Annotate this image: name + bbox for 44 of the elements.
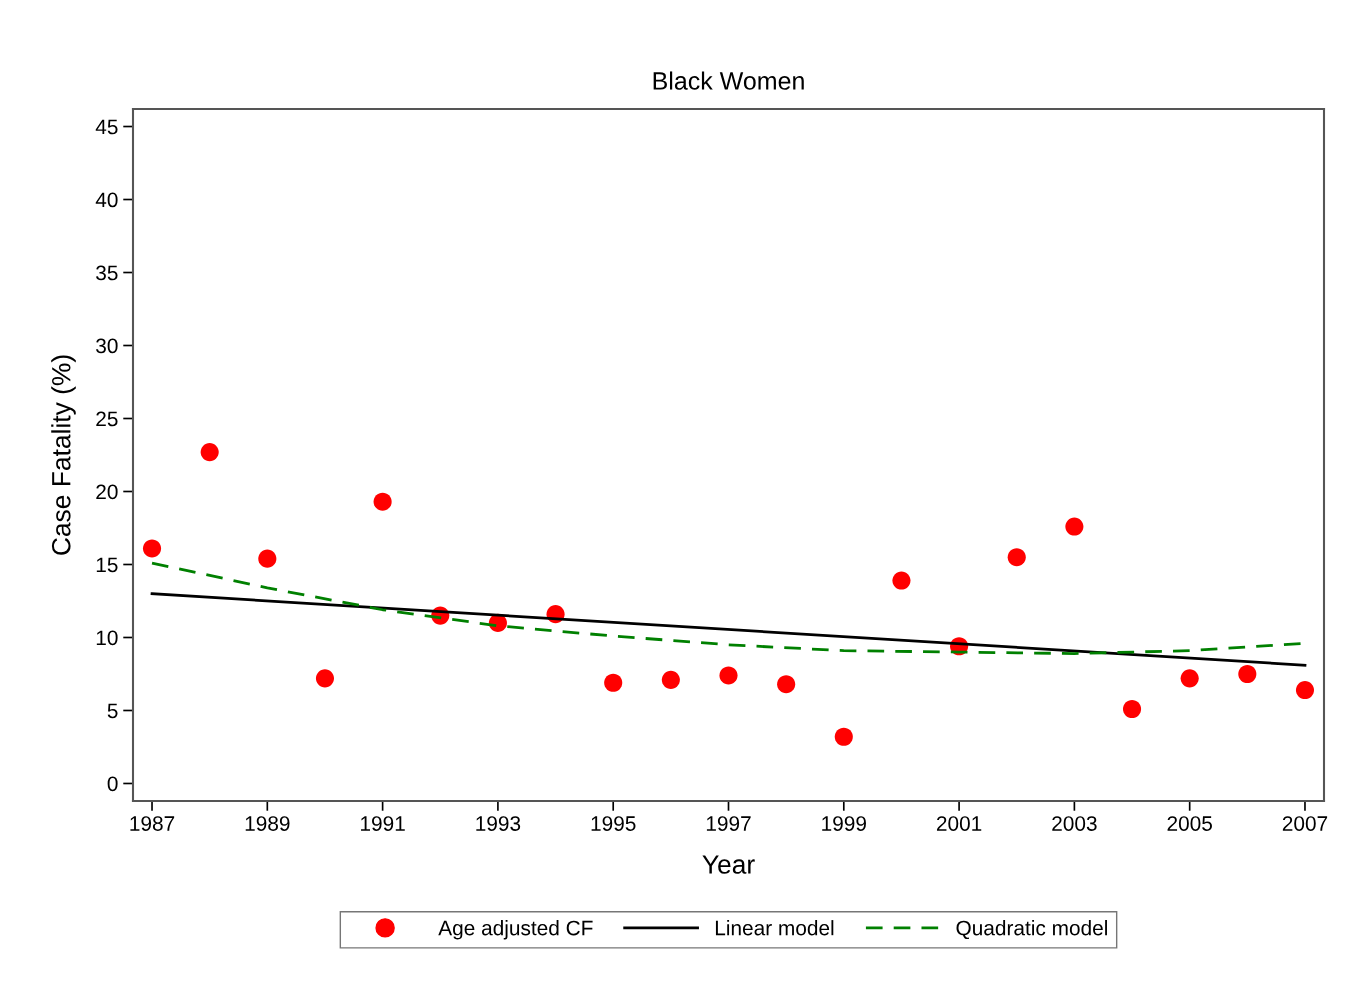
x-tick-label: 1989 bbox=[245, 816, 290, 831]
point bbox=[719, 666, 738, 685]
y-tick-label: 25 bbox=[96, 411, 118, 427]
x-tick-label: 1991 bbox=[361, 816, 405, 831]
point bbox=[1238, 664, 1257, 684]
point bbox=[1007, 548, 1026, 567]
point bbox=[258, 549, 277, 568]
x-tick-label: 1993 bbox=[476, 816, 521, 831]
chart-title: Black Women bbox=[653, 71, 804, 90]
x-tick-label: 1987 bbox=[130, 816, 175, 831]
point bbox=[1122, 699, 1142, 719]
point bbox=[834, 727, 853, 746]
point bbox=[1295, 680, 1315, 700]
y-tick-label: 20 bbox=[96, 484, 118, 500]
point bbox=[1180, 669, 1199, 688]
legend-label: Age adjusted CF bbox=[438, 920, 593, 940]
y-tick-label: 5 bbox=[107, 703, 118, 719]
x-tick-label: 2005 bbox=[1167, 816, 1212, 831]
x-tick-label: 1995 bbox=[591, 816, 636, 831]
point bbox=[315, 669, 335, 688]
point bbox=[892, 571, 911, 590]
point bbox=[777, 675, 796, 694]
x-tick-label: 2001 bbox=[936, 816, 982, 831]
x-tick-label: 1997 bbox=[706, 816, 751, 831]
legend-label: Quadratic model bbox=[956, 920, 1107, 940]
legend-label: Linear model bbox=[715, 920, 834, 936]
y-tick-label: 10 bbox=[96, 630, 118, 646]
point bbox=[604, 673, 623, 692]
point bbox=[373, 492, 392, 511]
y-tick-label: 15 bbox=[96, 557, 118, 573]
y-tick-label: 40 bbox=[95, 192, 118, 208]
y-tick-label: 30 bbox=[96, 338, 118, 354]
point bbox=[661, 670, 680, 689]
x-tick-label: 2007 bbox=[1282, 816, 1328, 831]
x-tick-label: 2003 bbox=[1052, 816, 1097, 831]
y-tick-label: 45 bbox=[95, 119, 118, 135]
point bbox=[1065, 517, 1084, 536]
x-tick-label: 1999 bbox=[822, 816, 866, 831]
y-tick-label: 35 bbox=[96, 265, 118, 281]
point bbox=[200, 443, 219, 462]
y-axis-title: Case Fatality (%) bbox=[51, 355, 76, 555]
point bbox=[142, 539, 162, 558]
x-axis-title: Year bbox=[702, 855, 755, 874]
y-tick-label: 0 bbox=[107, 776, 118, 792]
